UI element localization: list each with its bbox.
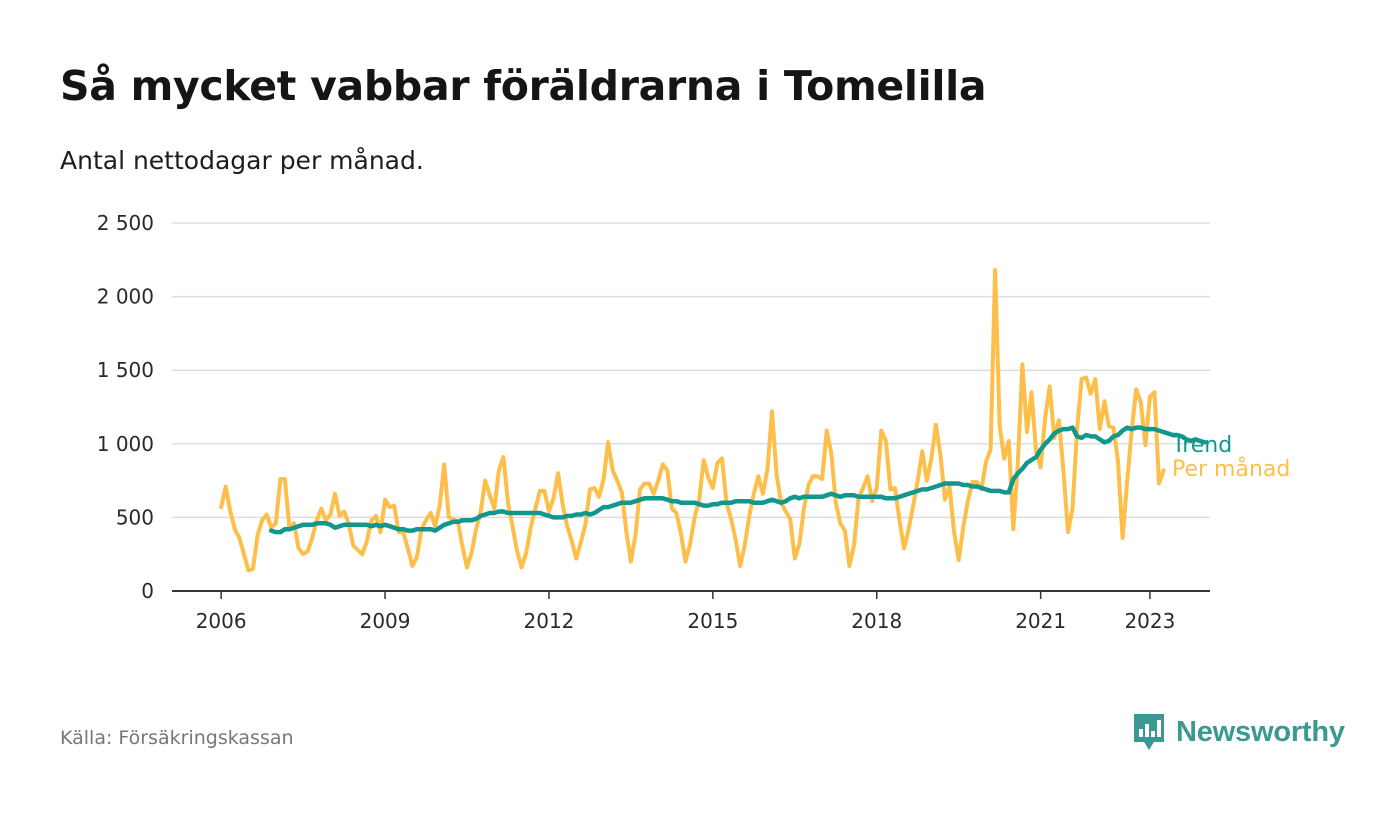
x-axis: 2006 2009 2012 2015 2018 2021 2023	[172, 590, 1210, 633]
y-gridlines	[172, 222, 1210, 519]
y-tick-label: 0	[141, 579, 154, 603]
chart-title: Så mycket vabbar föräldrarna i Tomelilla	[60, 62, 987, 110]
y-axis-ticks: 0 500 1 000 1 500 2 000 2 500	[97, 211, 154, 603]
y-tick-label: 500	[116, 505, 154, 529]
y-tick-label: 1 000	[97, 432, 154, 456]
chart-subtitle: Antal nettodagar per månad.	[60, 146, 424, 175]
x-tick-label: 2012	[524, 609, 575, 633]
brand-name: Newsworthy	[1176, 715, 1345, 748]
source-note: Källa: Försäkringskassan	[60, 727, 294, 749]
x-tick-label: 2021	[1015, 609, 1066, 633]
monthly-series-label: Per månad	[1172, 456, 1290, 482]
trend-line	[268, 425, 1207, 535]
y-tick-label: 1 500	[97, 358, 154, 382]
x-tick-label: 2018	[851, 609, 902, 633]
x-tick-label: 2009	[360, 609, 411, 633]
y-tick-label: 2 000	[97, 285, 154, 309]
x-tick-label: 2015	[687, 609, 738, 633]
newsworthy-logo: Newsworthy	[1132, 712, 1345, 752]
trend-series-label: Trend	[1171, 433, 1232, 458]
y-tick-label: 2 500	[97, 211, 154, 235]
x-tick-label: 2006	[196, 609, 247, 633]
bar-chart-speech-bubble-icon	[1134, 714, 1164, 750]
series-lines	[219, 268, 1207, 573]
x-tick-label: 2023	[1124, 609, 1175, 633]
